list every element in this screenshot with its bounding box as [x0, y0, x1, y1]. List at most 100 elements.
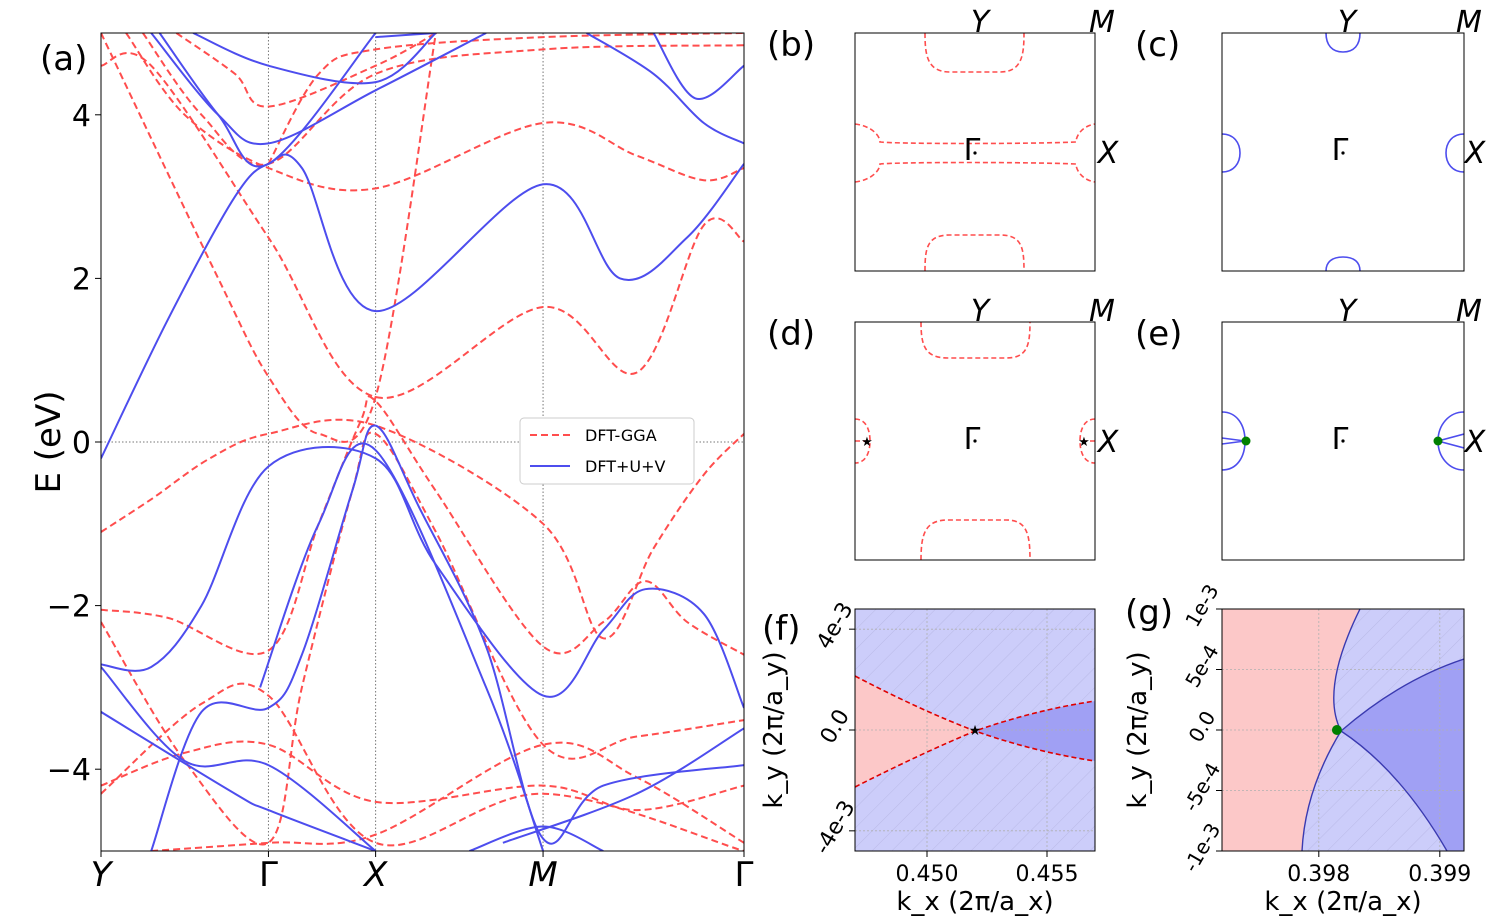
upv-band — [150, 33, 487, 146]
kpoint-label: M — [528, 855, 557, 895]
crossing-dot — [1331, 725, 1342, 735]
legend-label-gga: DFT-GGA — [585, 426, 657, 445]
upv-band — [101, 666, 377, 851]
upv-band — [101, 153, 744, 459]
gga-band — [101, 52, 744, 399]
y-tick-label: -5e-4 — [1178, 758, 1225, 815]
y-tick-label: −2 — [47, 590, 91, 625]
d-label-gamma: Γ — [964, 422, 981, 457]
y-tick-label: 0 — [72, 426, 91, 461]
gamma-point — [973, 439, 977, 443]
panel-g-region-plot: 0.398 0.399 1e-3 5e-4 0.0 -5e-4-1e-3 (g) k_x … — [1123, 580, 1471, 917]
panel-c-label: (c) — [1135, 25, 1180, 65]
y-tick-label: 0.0 — [1184, 707, 1221, 747]
panel-c-frame — [1221, 32, 1465, 272]
upv-band — [259, 442, 545, 851]
upv-band — [502, 727, 744, 844]
f-boundary-2 — [855, 700, 1095, 788]
y-tick-label: 5e-4 — [1180, 641, 1223, 692]
e-label-x: X — [1463, 425, 1487, 460]
gamma-point — [1341, 439, 1345, 443]
upv-band — [192, 33, 437, 85]
kpoint-label: Γ — [735, 855, 754, 895]
x-tick-label: 0.399 — [1408, 862, 1471, 887]
e-label-m: M — [1456, 294, 1482, 329]
gga-band — [101, 395, 744, 656]
fs-sheet-lower — [855, 161, 1095, 183]
gga-band — [142, 33, 744, 166]
y-axis-label: E (eV) — [29, 391, 69, 494]
legend-label-upv: DFT+U+V — [585, 457, 666, 476]
b-label-m: M — [1089, 5, 1115, 40]
c-label-x: X — [1463, 136, 1487, 171]
y-tick-label: 4e-3 — [812, 598, 858, 653]
panel-b-label: (b) — [767, 25, 815, 65]
y-tick-label: 2 — [72, 262, 91, 297]
upv-band — [150, 424, 744, 851]
gga-band — [175, 33, 437, 108]
fs-pocket-x-left — [1222, 133, 1241, 173]
upv-band — [101, 711, 376, 851]
d-label-x: X — [1096, 425, 1120, 460]
crossing-star: ★ — [969, 723, 982, 739]
g-ylabel: k_y (2π/a_y) — [1123, 651, 1153, 808]
panel-d-fermi-surface: ★ ★ (d) Y M Γ X — [767, 294, 1120, 561]
panel-f-region-plot: ★ 0.450 0.455 4e-3 0.0 -4e-3 (f) k_x (2π/a_x… — [759, 598, 1096, 917]
panel-b-frame — [854, 32, 1096, 272]
x-tick-label: 0.398 — [1287, 862, 1350, 887]
panel-d-frame — [854, 321, 1096, 561]
crossing-star-left: ★ — [861, 435, 873, 450]
e-label-y: Y — [1338, 294, 1359, 329]
b-label-gamma: Γ — [964, 133, 981, 168]
panel-g-label: (g) — [1125, 593, 1173, 633]
c-label-y: Y — [1338, 5, 1359, 40]
gga-band — [101, 740, 744, 812]
gga-band — [267, 33, 744, 165]
fs-pocket-x-right — [1445, 133, 1464, 173]
y-tick-label: -1e-3 — [1178, 819, 1225, 876]
gamma-point — [973, 151, 977, 155]
panel-a-label: (a) — [40, 39, 87, 79]
fs-pocket-y-top — [924, 33, 1025, 73]
crossing-dot-left — [1241, 436, 1251, 446]
upv-band — [469, 825, 604, 851]
panel-f-label: (f) — [762, 609, 801, 649]
fs-pocket-y-bottom — [924, 234, 1025, 271]
e-label-gamma: Γ — [1332, 422, 1349, 457]
fs-pocket-y-top — [1325, 33, 1361, 53]
c-label-gamma: Γ — [1332, 133, 1349, 168]
d-label-m: M — [1089, 294, 1115, 329]
f-region-blue — [975, 701, 1095, 761]
fs-pocket-y-bottom — [1325, 256, 1361, 271]
panel-a-band-structure: 4 2 0 −2 −4 Y Γ X M Γ (a) E (eV) DFT-GGA DFT+U+V — [29, 32, 754, 895]
upv-band — [101, 445, 744, 709]
gga-band — [101, 33, 437, 443]
kpoint-label: Y — [91, 855, 114, 895]
upv-band — [586, 33, 744, 145]
y-tick-label: -4e-3 — [810, 796, 860, 858]
f-ylabel: k_y (2π/a_y) — [759, 651, 789, 808]
legend: DFT-GGA DFT+U+V — [519, 417, 695, 485]
gga-band — [151, 741, 744, 851]
crossing-dot-right — [1433, 436, 1443, 446]
upv-band — [375, 33, 436, 39]
y-tick-label: 1e-3 — [1180, 580, 1223, 631]
panel-d-label: (d) — [767, 314, 815, 354]
kpoint-label: Γ — [259, 855, 278, 895]
fs-pocket-x-right — [1079, 418, 1095, 464]
gga-band — [101, 418, 744, 640]
crossing-star-right: ★ — [1078, 435, 1090, 450]
y-tick-label: 4 — [72, 99, 91, 134]
panel-e-fermi-surface: (e) Y M Γ X — [1135, 294, 1487, 561]
gamma-point — [1341, 151, 1345, 155]
x-tick-label: 0.450 — [896, 862, 959, 887]
y-tick-label: 0.0 — [816, 705, 855, 748]
fs-sheet-upper — [855, 123, 1095, 145]
g-xlabel: k_x (2π/a_x) — [1264, 887, 1421, 917]
kpoint-label: X — [362, 855, 388, 895]
d-label-y: Y — [971, 294, 992, 329]
f-region-pink — [855, 676, 975, 787]
x-tick-label: 0.455 — [1016, 862, 1079, 887]
panel-b-fermi-surface: (b) Y M Γ X — [767, 5, 1120, 272]
